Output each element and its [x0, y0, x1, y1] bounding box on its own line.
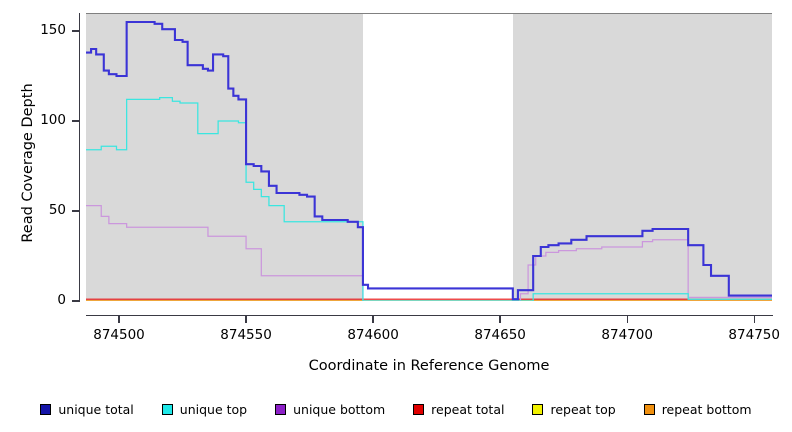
x-tick-mark [499, 315, 501, 323]
y-axis-title: Read Coverage Depth [20, 83, 36, 243]
x-tick-label: 874600 [347, 327, 399, 343]
x-tick-label: 874700 [601, 327, 653, 343]
legend-item: unique top [161, 401, 248, 417]
series-line [86, 96, 772, 301]
y-tick-mark [72, 300, 80, 302]
series-line [86, 204, 772, 301]
y-tick-mark [72, 210, 80, 212]
x-tick-label: 874650 [474, 327, 526, 343]
legend-swatch-icon [161, 403, 173, 415]
y-tick-label: 0 [57, 292, 66, 308]
y-axis-line [79, 13, 81, 301]
plot-series-svg [86, 20, 772, 301]
y-tick-label: 150 [40, 22, 66, 38]
y-tick-mark [72, 30, 80, 32]
x-tick-label: 874550 [220, 327, 272, 343]
legend-item: repeat top [532, 401, 616, 417]
chart-legend: unique total unique top unique bottom repea… [0, 398, 792, 420]
legend-item: unique bottom [275, 402, 385, 417]
legend-swatch-icon [275, 403, 287, 415]
legend-label: unique total [58, 401, 134, 417]
y-tick-label: 50 [48, 202, 66, 218]
legend-label: unique top [179, 401, 248, 417]
legend-label: repeat bottom [661, 401, 752, 417]
x-axis-title: Coordinate in Reference Genome [308, 358, 550, 374]
legend-item: unique total [40, 401, 134, 417]
x-tick-mark [372, 315, 374, 323]
legend-label: repeat total [431, 401, 505, 417]
legend-label: repeat top [550, 401, 616, 417]
y-tick-mark [72, 120, 80, 122]
legend-swatch-icon [643, 403, 655, 415]
x-tick-mark [118, 315, 120, 323]
x-tick-mark [753, 315, 755, 323]
x-tick-mark [626, 315, 628, 323]
x-tick-mark [245, 315, 247, 323]
x-tick-label: 874750 [728, 327, 780, 343]
x-axis-line [86, 315, 773, 317]
legend-swatch-icon [532, 403, 544, 415]
shaded-region [86, 13, 363, 301]
legend-label: unique bottom [293, 401, 386, 417]
series-line [86, 20, 772, 301]
legend-swatch-icon [413, 403, 425, 415]
x-tick-label: 874500 [93, 327, 145, 343]
y-tick-label: 100 [40, 112, 66, 128]
plot-top-border [86, 13, 772, 14]
legend-item: repeat bottom [643, 401, 752, 417]
legend-item: repeat total [413, 402, 504, 417]
plot-area [86, 13, 772, 301]
legend-swatch-icon [40, 403, 52, 415]
